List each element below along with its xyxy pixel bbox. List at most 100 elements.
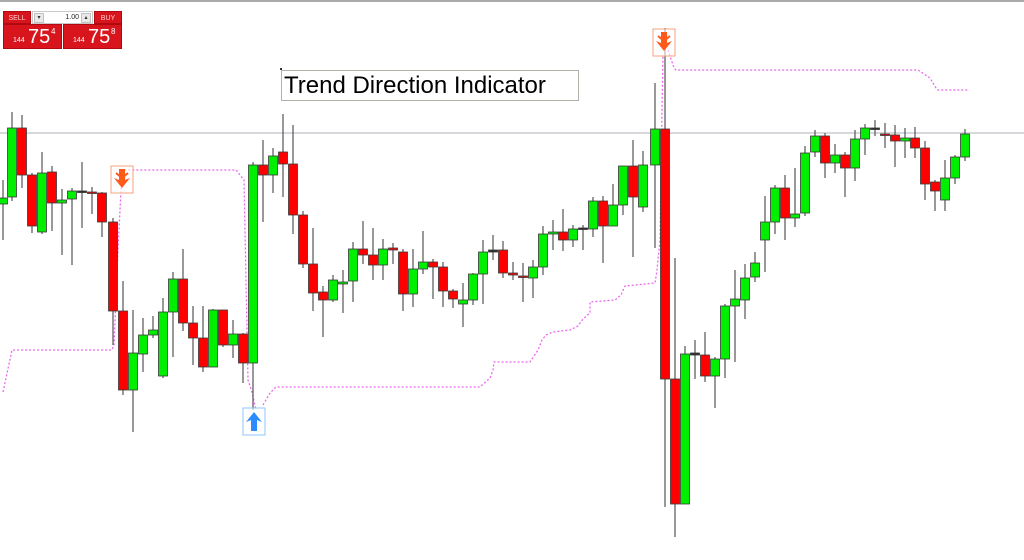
candle[interactable] xyxy=(548,220,558,250)
candle[interactable] xyxy=(940,160,950,211)
candle[interactable] xyxy=(168,272,178,357)
candle[interactable] xyxy=(118,281,128,395)
candle[interactable] xyxy=(820,133,830,178)
candle[interactable] xyxy=(458,283,468,327)
candle[interactable] xyxy=(0,180,8,240)
buy-price-button[interactable]: 144 75 8 xyxy=(63,24,122,49)
candle[interactable] xyxy=(228,320,238,358)
candle[interactable] xyxy=(77,162,87,228)
candle[interactable] xyxy=(740,264,750,319)
sell-button[interactable]: SELL xyxy=(3,11,31,24)
candle[interactable] xyxy=(538,226,548,275)
candle[interactable] xyxy=(418,231,428,274)
candle[interactable] xyxy=(468,273,478,305)
candle[interactable] xyxy=(598,196,608,263)
candle[interactable] xyxy=(338,270,348,313)
candle[interactable] xyxy=(148,316,158,338)
candle[interactable] xyxy=(780,175,790,240)
candle[interactable] xyxy=(7,112,17,201)
candle[interactable] xyxy=(860,124,870,155)
candle[interactable] xyxy=(830,144,840,173)
candle[interactable] xyxy=(298,211,308,268)
candle[interactable] xyxy=(760,196,770,272)
candle[interactable] xyxy=(910,127,920,158)
candle[interactable] xyxy=(318,286,328,337)
candle[interactable] xyxy=(208,309,218,368)
candle[interactable] xyxy=(568,225,578,247)
candle[interactable] xyxy=(128,310,138,432)
candle[interactable] xyxy=(67,188,77,265)
candle[interactable] xyxy=(700,332,710,382)
candle[interactable] xyxy=(680,346,690,505)
lot-increase-icon[interactable]: ▴ xyxy=(81,13,91,23)
candle[interactable] xyxy=(608,184,618,227)
candle[interactable] xyxy=(518,263,528,302)
candle[interactable] xyxy=(428,259,438,299)
candle[interactable] xyxy=(408,249,418,307)
candle[interactable] xyxy=(248,162,258,410)
candle[interactable] xyxy=(448,289,458,308)
candle[interactable] xyxy=(690,340,700,379)
candle[interactable] xyxy=(348,242,358,302)
lot-size-stepper[interactable]: ▾ 1.00 ▴ xyxy=(32,11,93,24)
candle[interactable] xyxy=(368,228,378,280)
candle[interactable] xyxy=(528,260,538,298)
candle[interactable] xyxy=(308,228,318,311)
candle[interactable] xyxy=(398,249,408,311)
candle[interactable] xyxy=(288,125,298,234)
candle[interactable] xyxy=(660,28,670,507)
candle[interactable] xyxy=(650,83,660,248)
sell-signal-arrow-icon[interactable] xyxy=(110,165,134,194)
candle[interactable] xyxy=(880,123,890,148)
candle[interactable] xyxy=(840,152,850,197)
candle[interactable] xyxy=(37,152,47,234)
candle[interactable] xyxy=(890,125,900,167)
candle[interactable] xyxy=(328,275,338,302)
chart-title-label[interactable]: Trend Direction Indicator xyxy=(281,70,579,101)
candle[interactable] xyxy=(158,298,168,378)
candle[interactable] xyxy=(47,166,57,231)
candle[interactable] xyxy=(638,151,648,212)
lot-size-input[interactable]: 1.00 xyxy=(65,14,79,21)
candle[interactable] xyxy=(198,306,208,372)
candle[interactable] xyxy=(730,270,740,362)
candle[interactable] xyxy=(178,249,188,331)
candle[interactable] xyxy=(258,140,268,222)
candle[interactable] xyxy=(710,357,720,408)
candle[interactable] xyxy=(108,218,118,345)
candle[interactable] xyxy=(358,221,368,264)
candle[interactable] xyxy=(920,141,930,200)
candle[interactable] xyxy=(138,318,148,372)
buy-button[interactable]: BUY xyxy=(94,11,122,24)
candle[interactable] xyxy=(770,185,780,234)
candle[interactable] xyxy=(790,168,800,227)
candle[interactable] xyxy=(438,262,448,307)
candle[interactable] xyxy=(558,209,568,251)
candle[interactable] xyxy=(670,258,680,537)
candle[interactable] xyxy=(27,173,37,233)
candle[interactable] xyxy=(238,333,248,383)
candle[interactable] xyxy=(750,252,760,282)
candle[interactable] xyxy=(17,115,27,188)
candle[interactable] xyxy=(628,140,638,257)
buy-signal-arrow-icon[interactable] xyxy=(242,407,266,436)
candle[interactable] xyxy=(618,165,628,215)
candle[interactable] xyxy=(810,130,820,157)
sell-signal-arrow-icon[interactable] xyxy=(652,28,676,57)
candle[interactable] xyxy=(268,148,278,193)
candle[interactable] xyxy=(488,235,498,260)
lot-decrease-icon[interactable]: ▾ xyxy=(34,13,44,23)
candle[interactable] xyxy=(278,114,288,197)
candle[interactable] xyxy=(930,180,940,211)
candle[interactable] xyxy=(188,306,198,365)
candle[interactable] xyxy=(950,155,960,184)
sell-price-button[interactable]: 144 75 4 xyxy=(3,24,62,49)
candle[interactable] xyxy=(218,309,228,347)
candle[interactable] xyxy=(578,225,588,250)
candle[interactable] xyxy=(498,241,508,278)
candle[interactable] xyxy=(900,128,910,158)
candle[interactable] xyxy=(870,120,880,136)
candle[interactable] xyxy=(960,129,970,161)
candle[interactable] xyxy=(508,262,518,280)
candle[interactable] xyxy=(800,146,810,216)
